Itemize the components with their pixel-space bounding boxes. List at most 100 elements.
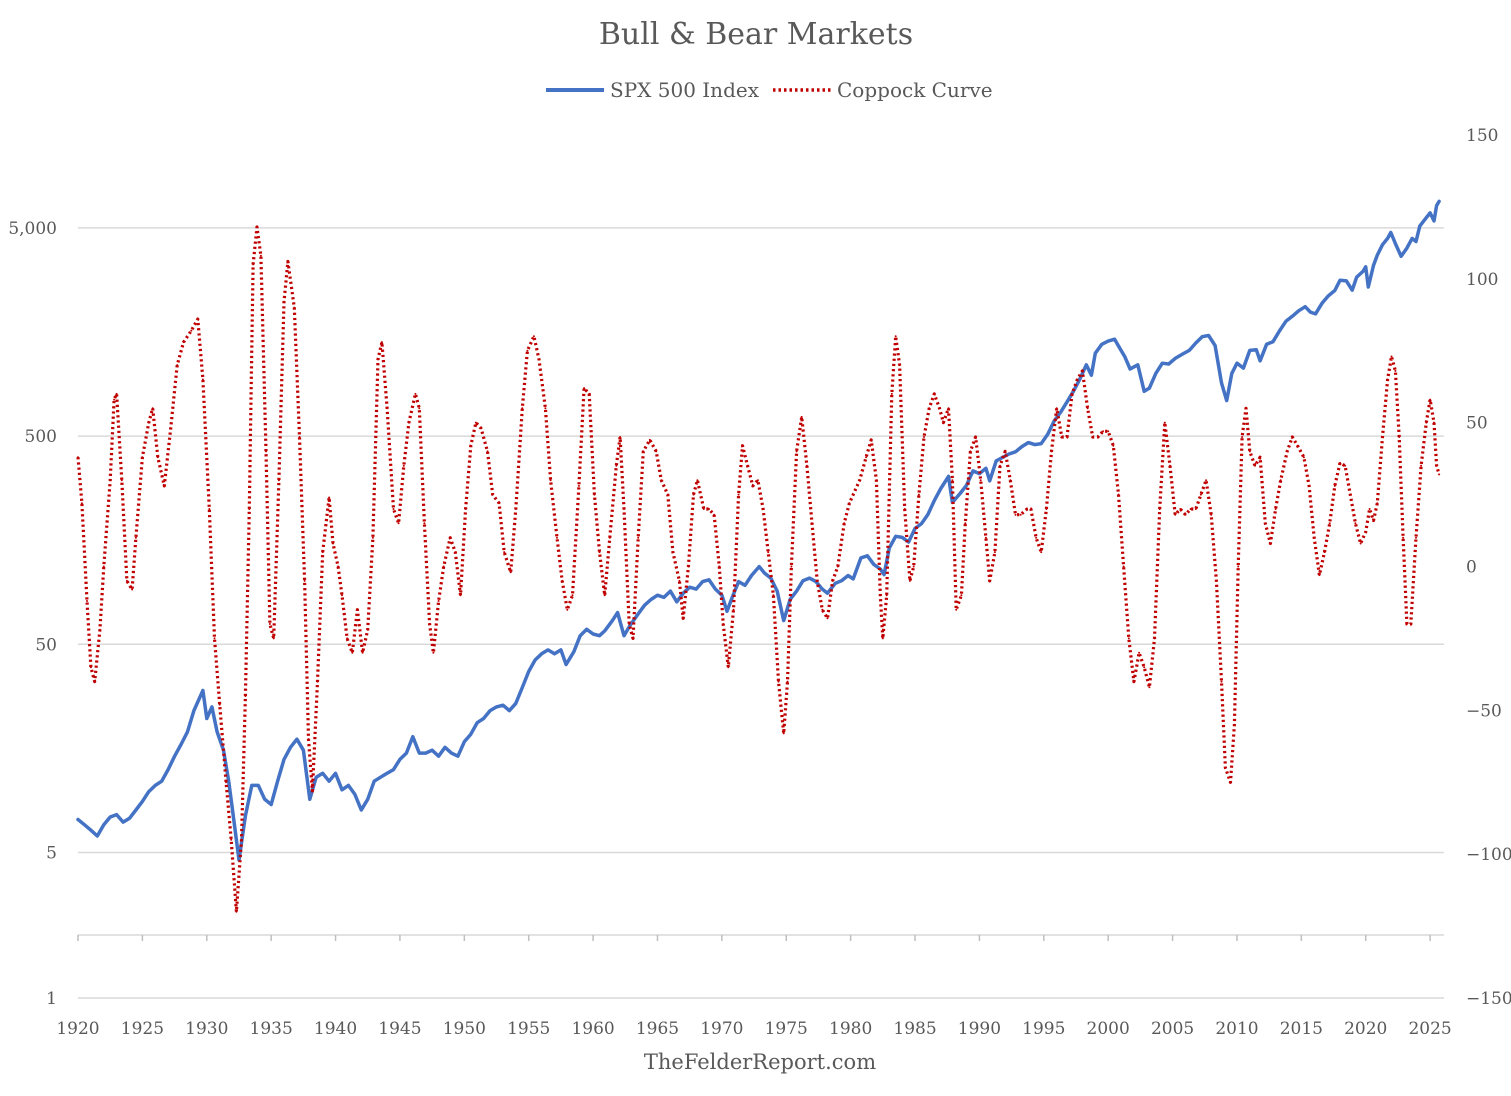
coppock-point-110 [642,450,645,453]
spx-point-60 [456,755,460,758]
spx-point-162 [1100,343,1104,346]
spx-point-86 [622,634,626,637]
coppock-point-102 [603,594,606,597]
coppock-point-268 [1425,421,1428,424]
spx-point-143 [984,467,988,470]
coppock-point-60 [377,358,379,361]
coppock-point-59 [371,536,374,539]
spx-point-16 [179,743,183,746]
spx-point-217 [1414,240,1418,243]
series-spx-500 [76,199,1441,862]
coppock-point-28 [225,781,228,784]
coppock-point-251 [1349,493,1352,496]
coppock-point-211 [1148,686,1151,689]
spx-point-188 [1258,359,1262,362]
spx-point-201 [1338,279,1342,282]
spx-point-184 [1235,362,1239,365]
spx-point-144 [988,479,991,482]
coppock-point-236 [1269,542,1272,545]
spx-point-106 [750,574,753,577]
spx-point-168 [1136,363,1140,366]
spx-point-200 [1333,289,1337,292]
coppock-point-64 [397,522,400,525]
spx-point-24 [227,780,230,783]
spx-point-122 [852,577,855,581]
spx-point-84 [611,619,614,622]
spx-point-51 [398,758,402,761]
coppock-point-186 [1019,513,1022,516]
coppock-point-98 [583,387,586,390]
spx-point-4 [102,823,106,826]
spx-point-39 [321,772,324,775]
spx-point-186 [1248,349,1252,352]
legend-item-spx[interactable]: SPX 500 Index [546,78,760,102]
spx-point-210 [1381,243,1384,246]
spx-point-134 [926,513,930,516]
coppock-point-136 [777,680,780,683]
y-right-tick-label-0: −150 [1466,989,1511,1009]
coppock-point-240 [1291,436,1294,438]
coppock-point-30 [235,910,238,913]
coppock-point-29 [230,838,233,841]
spx-point-2 [89,829,93,832]
coppock-point-231 [1245,407,1247,410]
coppock-point-54 [346,637,349,640]
legend-label-spx: SPX 500 Index [610,78,760,102]
coppock-point-45 [303,579,306,582]
spx-point-180 [1213,344,1217,347]
coppock-point-25 [208,508,211,510]
x-tick-label-1930: 1930 [185,1019,228,1039]
coppock-point-24 [201,378,204,381]
spx-point-151 [1033,443,1037,446]
coppock-point-48 [316,680,319,683]
coppock-point-103 [608,536,611,539]
spx-point-197 [1314,312,1317,316]
spx-point-204 [1355,275,1358,279]
spx-point-47 [373,780,376,783]
spx-point-212 [1389,231,1393,234]
coppock-point-44 [298,436,301,438]
coppock-point-180 [988,579,991,582]
legend-item-coppock[interactable]: Coppock Curve [773,78,993,102]
spx-point-68 [508,709,511,712]
spx-point-73 [540,652,543,655]
spx-point-80 [585,628,588,631]
spx-point-211 [1386,237,1389,240]
coppock-point-7 [109,479,112,482]
coppock-point-125 [722,623,725,625]
coppock-point-209 [1138,651,1141,654]
coppock-point-69 [423,522,426,525]
coppock-point-256 [1372,519,1375,522]
x-tick-label-2010: 2010 [1215,1019,1258,1039]
spx-point-199 [1327,294,1330,297]
spx-point-130 [901,536,904,539]
coppock-point-67 [414,392,417,395]
coppock-point-79 [474,421,477,424]
coppock-point-149 [843,522,846,525]
y-right-tick-label-5: 100 [1466,270,1498,290]
spx-point-191 [1278,329,1281,333]
spx-point-182 [1225,399,1228,402]
spx-point-156 [1065,400,1069,404]
spx-point-46 [366,798,369,801]
spx-point-192 [1284,320,1288,323]
coppock-point-123 [713,513,716,516]
coppock-point-142 [805,464,808,467]
spx-point-159 [1085,363,1088,366]
spx-point-120 [840,579,843,582]
spx-point-14 [166,768,170,771]
coppock-point-143 [811,522,813,525]
coppock-point-162 [903,508,906,510]
spx-point-79 [579,634,582,637]
coppock-point-214 [1163,421,1166,424]
coppock-point-243 [1308,484,1311,487]
coppock-point-36 [259,254,262,257]
coppock-point-21 [182,341,185,344]
coppock-point-193 [1055,407,1058,410]
spx-point-208 [1372,264,1375,267]
spx-point-48 [379,776,382,779]
coppock-point-1 [80,502,83,505]
coppock-point-137 [782,732,785,735]
coppock-point-195 [1066,436,1068,438]
coppock-point-133 [762,508,765,510]
